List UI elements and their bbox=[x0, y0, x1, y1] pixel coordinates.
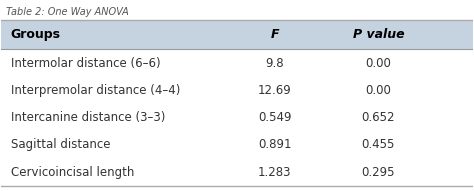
Text: Cervicoincisal length: Cervicoincisal length bbox=[11, 166, 134, 179]
Text: 0.00: 0.00 bbox=[365, 84, 392, 97]
Bar bbox=[1, 104, 473, 131]
Bar bbox=[1, 49, 473, 77]
Text: 0.652: 0.652 bbox=[362, 111, 395, 124]
Bar bbox=[1, 131, 473, 159]
Text: 9.8: 9.8 bbox=[265, 57, 284, 70]
Text: 1.283: 1.283 bbox=[258, 166, 292, 179]
Text: P value: P value bbox=[353, 28, 404, 41]
Text: 0.295: 0.295 bbox=[362, 166, 395, 179]
Text: 0.891: 0.891 bbox=[258, 138, 292, 151]
Bar bbox=[1, 77, 473, 104]
Text: F: F bbox=[271, 28, 279, 41]
Text: Sagittal distance: Sagittal distance bbox=[11, 138, 110, 151]
Bar bbox=[1, 159, 473, 186]
Bar bbox=[1, 20, 473, 49]
Text: 0.00: 0.00 bbox=[365, 57, 392, 70]
Text: Intermolar distance (6–6): Intermolar distance (6–6) bbox=[11, 57, 160, 70]
Text: 12.69: 12.69 bbox=[258, 84, 292, 97]
Text: Table 2: One Way ANOVA: Table 2: One Way ANOVA bbox=[6, 7, 129, 17]
Text: 0.549: 0.549 bbox=[258, 111, 292, 124]
Text: 0.455: 0.455 bbox=[362, 138, 395, 151]
Text: Groups: Groups bbox=[11, 28, 61, 41]
Text: Intercanine distance (3–3): Intercanine distance (3–3) bbox=[11, 111, 165, 124]
Text: Interpremolar distance (4–4): Interpremolar distance (4–4) bbox=[11, 84, 180, 97]
